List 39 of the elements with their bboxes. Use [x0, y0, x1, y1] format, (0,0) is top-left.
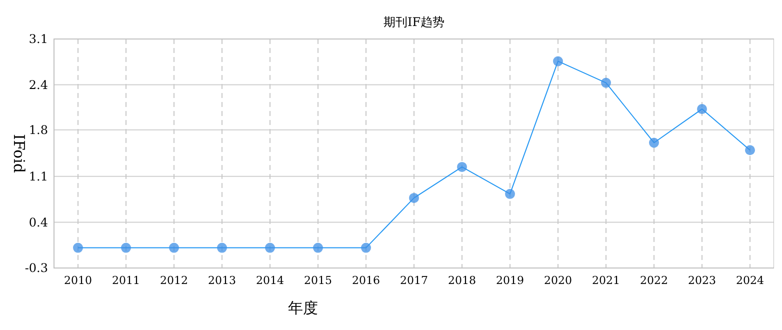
x-tick-label: 2011 — [112, 274, 140, 287]
point — [649, 138, 659, 148]
point — [457, 162, 467, 172]
point — [313, 242, 323, 253]
x-tick-label: 2013 — [208, 274, 236, 287]
point — [265, 242, 275, 253]
point — [121, 242, 131, 253]
x-tick-label: 2010 — [64, 274, 92, 287]
point — [169, 242, 179, 253]
x-tick-label: 2020 — [544, 274, 572, 287]
point — [745, 145, 755, 156]
point — [361, 242, 371, 253]
x-axis-title: 年度 — [288, 299, 318, 317]
x-tick-label: 2015 — [304, 274, 332, 287]
y-axis-title: IFoid — [10, 134, 28, 174]
x-tick-label: 2016 — [352, 274, 380, 287]
x-tick-label: 2019 — [496, 274, 524, 287]
y-tick-label: 1.1 — [28, 170, 48, 184]
x-tick-label: 2023 — [688, 274, 716, 287]
x-tick-label: 2014 — [256, 274, 284, 287]
x-tick-label: 2022 — [640, 274, 668, 287]
y-tick-label: 0.4 — [28, 215, 48, 230]
point — [697, 104, 707, 114]
point — [217, 242, 227, 253]
chart-title: 期刊IF趋势 — [383, 15, 445, 29]
x-tick-label: 2018 — [448, 274, 476, 287]
point — [409, 192, 419, 203]
point — [505, 188, 515, 199]
y-tick-label: -0.3 — [24, 261, 48, 276]
y-tick-label: 1.8 — [28, 123, 48, 138]
y-tick-label: 2.4 — [28, 78, 48, 92]
x-tick-label: 2012 — [160, 274, 188, 287]
point — [553, 56, 563, 66]
x-tick-label: 2024 — [736, 274, 764, 287]
y-tick-label: 3.1 — [28, 32, 48, 46]
point — [73, 242, 83, 253]
point — [601, 78, 611, 88]
x-tick-label: 2021 — [592, 274, 620, 287]
x-tick-label: 2017 — [400, 274, 428, 287]
